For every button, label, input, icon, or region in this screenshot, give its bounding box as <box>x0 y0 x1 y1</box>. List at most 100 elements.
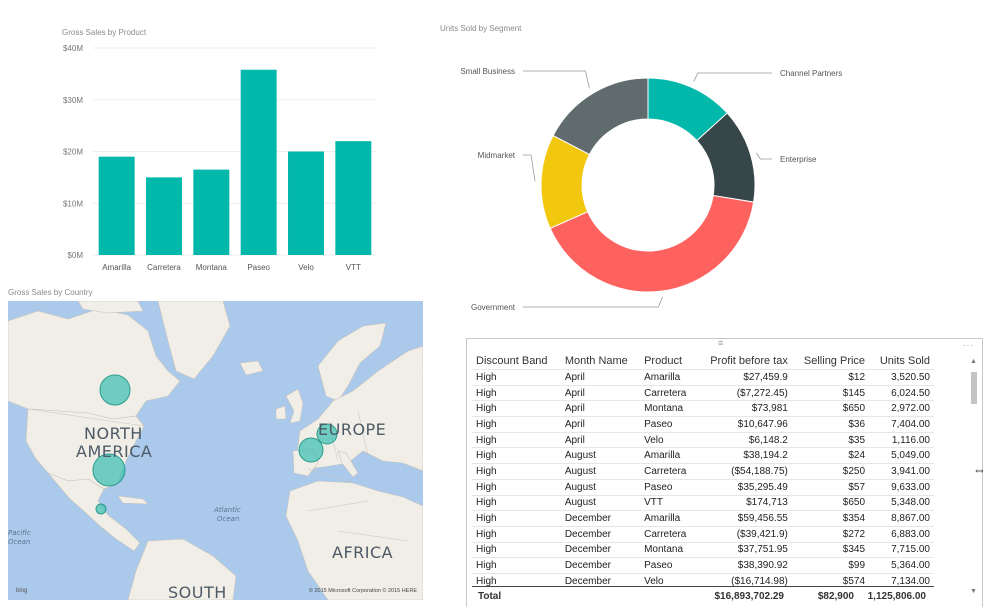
table-cell: $38,390.92 <box>696 557 792 574</box>
scroll-up-icon[interactable]: ▲ <box>970 358 977 365</box>
table-cell: 6,883.00 <box>869 525 934 543</box>
map-title: Gross Sales by Country <box>8 288 93 297</box>
table-row[interactable]: High December Amarilla $59,456.55 $354 8,867.… <box>472 510 934 527</box>
bing-logo: bing <box>16 588 28 594</box>
table-cell: April <box>560 416 641 433</box>
table-cell: $6,148.2 <box>696 431 792 448</box>
table-cell: High <box>472 463 561 480</box>
map-label-south: SOUTH <box>168 583 227 600</box>
map-label-ocean: Ocean <box>217 515 240 523</box>
table-cell: 3,941.00 <box>869 463 934 480</box>
table-row[interactable]: High December Montana $37,751.95 $345 7,715.0… <box>472 541 934 558</box>
table-scrollbar[interactable]: ▲ ▼ <box>970 358 978 600</box>
map-attribution: © 2015 Microsoft Corporation © 2015 HERE <box>308 588 417 594</box>
x-tick-label: Amarilla <box>102 263 131 272</box>
table-cell: $574 <box>791 572 870 588</box>
table-cell: High <box>472 447 561 464</box>
y-tick-label: $30M <box>63 96 83 105</box>
table-cell: $37,751.95 <box>696 541 792 558</box>
map-bubble-germany[interactable] <box>316 423 338 445</box>
table-cell: $650 <box>791 400 870 417</box>
table-row[interactable]: High December Paseo $38,390.92 $99 5,364.00 <box>472 557 934 574</box>
table-cell: Carretera <box>640 525 697 543</box>
y-tick-label: $0M <box>67 251 83 260</box>
table-cell: $73,981 <box>696 400 792 417</box>
bar-montana[interactable] <box>193 169 230 255</box>
leader-line <box>693 72 772 82</box>
units-sold-donut-chart[interactable]: Channel Partners Enterprise Government Midm… <box>450 30 890 320</box>
bar-carretera[interactable] <box>146 177 182 255</box>
total-profit: $16,893,702.29 <box>714 591 784 602</box>
table-cell: $250 <box>791 463 870 480</box>
map-bubble-canada[interactable] <box>99 374 131 406</box>
column-header[interactable]: Units Sold <box>879 354 930 367</box>
column-header[interactable]: Profit before tax <box>710 354 788 367</box>
donut-slice-government[interactable] <box>549 194 755 293</box>
table-cell: April <box>560 384 641 401</box>
scroll-down-icon[interactable]: ▼ <box>970 588 977 595</box>
table-cell: $99 <box>791 557 870 574</box>
table-cell: 7,404.00 <box>869 416 934 433</box>
column-header[interactable]: Selling Price <box>803 354 866 367</box>
leader-line <box>523 70 590 89</box>
table-cell: VTT <box>640 494 697 511</box>
more-options-icon[interactable]: ··· <box>963 341 974 350</box>
bar-paseo[interactable] <box>240 69 277 255</box>
table-cell: $145 <box>791 384 870 401</box>
donut-label-midmarket: Midmarket <box>478 151 516 160</box>
column-header[interactable]: Discount Band <box>476 354 548 367</box>
donut-label-channel-partners: Channel Partners <box>780 69 842 78</box>
table-cell: December <box>560 572 641 588</box>
table-cell: High <box>472 541 561 558</box>
gross-sales-bar-chart[interactable]: $0M $10M $20M $30M $40M Amarilla Carretera Mont… <box>55 38 385 288</box>
donut-slice-small-business[interactable] <box>552 77 649 156</box>
y-tick-label: $10M <box>63 199 83 208</box>
map-label-north: NORTH <box>84 424 143 443</box>
table-row[interactable]: High April Montana $73,981 $650 2,972.00 <box>472 400 934 417</box>
table-body: High April Amarilla $27,459.9 $12 3,520.50 Hig… <box>472 369 934 588</box>
table-row[interactable]: High August Paseo $35,295.49 $57 9,633.00 <box>472 478 934 495</box>
table-cell: Amarilla <box>640 510 697 527</box>
bar-amarilla[interactable] <box>98 156 135 255</box>
table-cell: 9,633.00 <box>869 478 934 495</box>
drag-grip-icon[interactable]: ≡ <box>718 338 724 348</box>
table-body-viewport[interactable]: Discount Band Month Name Product Profit bef… <box>472 352 934 588</box>
x-tick-label: Paseo <box>247 263 270 272</box>
table-cell: High <box>472 525 561 543</box>
column-header[interactable]: Month Name <box>564 354 628 367</box>
x-tick-label: Carretera <box>147 263 181 272</box>
resize-cursor-icon: ⇔ <box>973 462 986 477</box>
table-cell: $12 <box>791 369 870 386</box>
gross-sales-map[interactable]: NORTH AMERICA EUROPE AFRICA SOUTH Atlant… <box>8 301 423 600</box>
column-header[interactable]: Product <box>644 354 683 367</box>
map-bubble-france[interactable] <box>298 437 324 463</box>
table-row[interactable]: High August Amarilla $38,194.2 $24 5,049.00 <box>472 447 934 464</box>
table-row[interactable]: High April Amarilla $27,459.9 $12 3,520.50 <box>472 369 934 386</box>
donut-label-enterprise: Enterprise <box>780 155 817 164</box>
table-row[interactable]: High August VTT $174,713 $650 5,348.00 <box>472 494 934 511</box>
table-row[interactable]: High April Carretera ($7,272.45) $145 6,024.5… <box>472 384 934 401</box>
table-cell: High <box>472 416 561 433</box>
table-row[interactable]: High December Velo ($16,714.98) $574 7,134.00 <box>472 572 934 588</box>
table-cell: 5,049.00 <box>869 447 934 464</box>
total-units: 1,125,806.00 <box>867 591 926 602</box>
bar-vtt[interactable] <box>335 141 372 255</box>
table-row[interactable]: High April Velo $6,148.2 $35 1,116.00 <box>472 431 934 448</box>
table-cell: 3,520.50 <box>869 369 934 386</box>
table-row[interactable]: High August Carretera ($54,188.75) $250 3,941… <box>472 463 934 480</box>
table-cell: High <box>472 400 561 417</box>
table-row[interactable]: High April Paseo $10,647.96 $36 7,404.00 <box>472 416 934 433</box>
table-cell: ($54,188.75) <box>696 463 792 480</box>
table-cell: $27,459.9 <box>696 369 792 386</box>
bar-velo[interactable] <box>288 151 324 256</box>
table-cell: 1,116.00 <box>869 431 934 448</box>
scrollbar-thumb[interactable] <box>971 372 977 404</box>
map-bubble-usa[interactable] <box>92 453 126 487</box>
map-bubble-mexico[interactable] <box>95 503 107 515</box>
table-row[interactable]: High December Carretera ($39,421.9) $272 6,88… <box>472 525 934 543</box>
y-tick-label: $40M <box>63 44 83 53</box>
x-tick-label: Velo <box>298 263 314 272</box>
table-cell: $36 <box>791 416 870 433</box>
map-label-pacific: Pacific <box>8 529 31 537</box>
table-cell: Montana <box>640 541 697 558</box>
